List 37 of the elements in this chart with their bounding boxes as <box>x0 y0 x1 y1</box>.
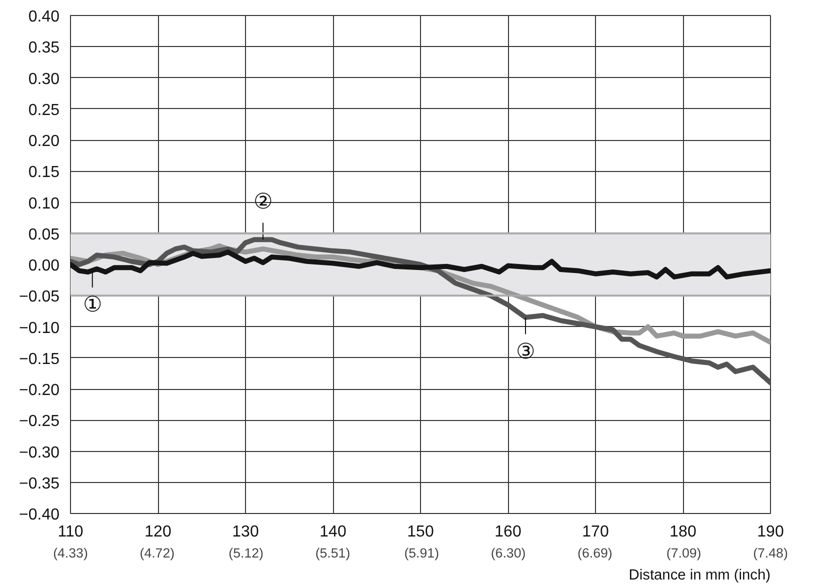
y-tick-label: 0.30 <box>28 70 60 88</box>
y-tick-label: −0.35 <box>19 475 60 492</box>
y-tick-label: −0.15 <box>19 350 60 368</box>
x-tick-label: 150 <box>407 524 434 540</box>
y-tick-label: −0.10 <box>19 320 60 337</box>
x2-tick-label: (4.72) <box>140 546 175 560</box>
y-tick-label: 0.15 <box>28 164 60 182</box>
x2-tick-label: (4.33) <box>53 546 88 560</box>
x-tick-label: 190 <box>757 524 784 540</box>
x-tick-label: 180 <box>670 524 696 540</box>
y-tick-label: −0.40 <box>19 506 60 524</box>
x-tick-label: 140 <box>320 524 346 540</box>
y-tick-label: 0.10 <box>28 195 60 212</box>
x-axis-title: Distance in mm (inch) <box>628 568 771 584</box>
y-tick-label: 0.20 <box>28 133 60 150</box>
x-tick-label: 130 <box>232 524 259 540</box>
x2-tick-label: (5.51) <box>315 546 350 560</box>
y-tick-label: 0.40 <box>28 8 60 26</box>
x2-tick-label: (6.30) <box>490 546 526 560</box>
y-tick-label: −0.05 <box>19 288 60 306</box>
y-tick-label: 0.00 <box>28 258 60 274</box>
y-tick-label: −0.30 <box>19 444 60 462</box>
y-tick-label: 0.35 <box>28 40 60 57</box>
y-tick-label: 0.25 <box>28 102 60 119</box>
x2-tick-label: (5.12) <box>228 546 264 560</box>
x2-tick-label: (6.69) <box>578 546 612 560</box>
x-tick-label: 170 <box>582 524 609 540</box>
x2-tick-label: (7.48) <box>753 546 788 560</box>
y-tick-label: 0.05 <box>28 226 60 244</box>
x-tick-label: 160 <box>494 524 522 540</box>
x2-tick-label: (5.91) <box>404 546 440 560</box>
annotation: ① <box>82 292 102 317</box>
x-tick-label: 120 <box>144 524 172 540</box>
y-tick-label: −0.25 <box>19 413 60 430</box>
x2-tick-label: (7.09) <box>666 546 702 560</box>
x-tick-label: 110 <box>58 524 84 540</box>
y-tick-label: −0.20 <box>19 382 60 399</box>
